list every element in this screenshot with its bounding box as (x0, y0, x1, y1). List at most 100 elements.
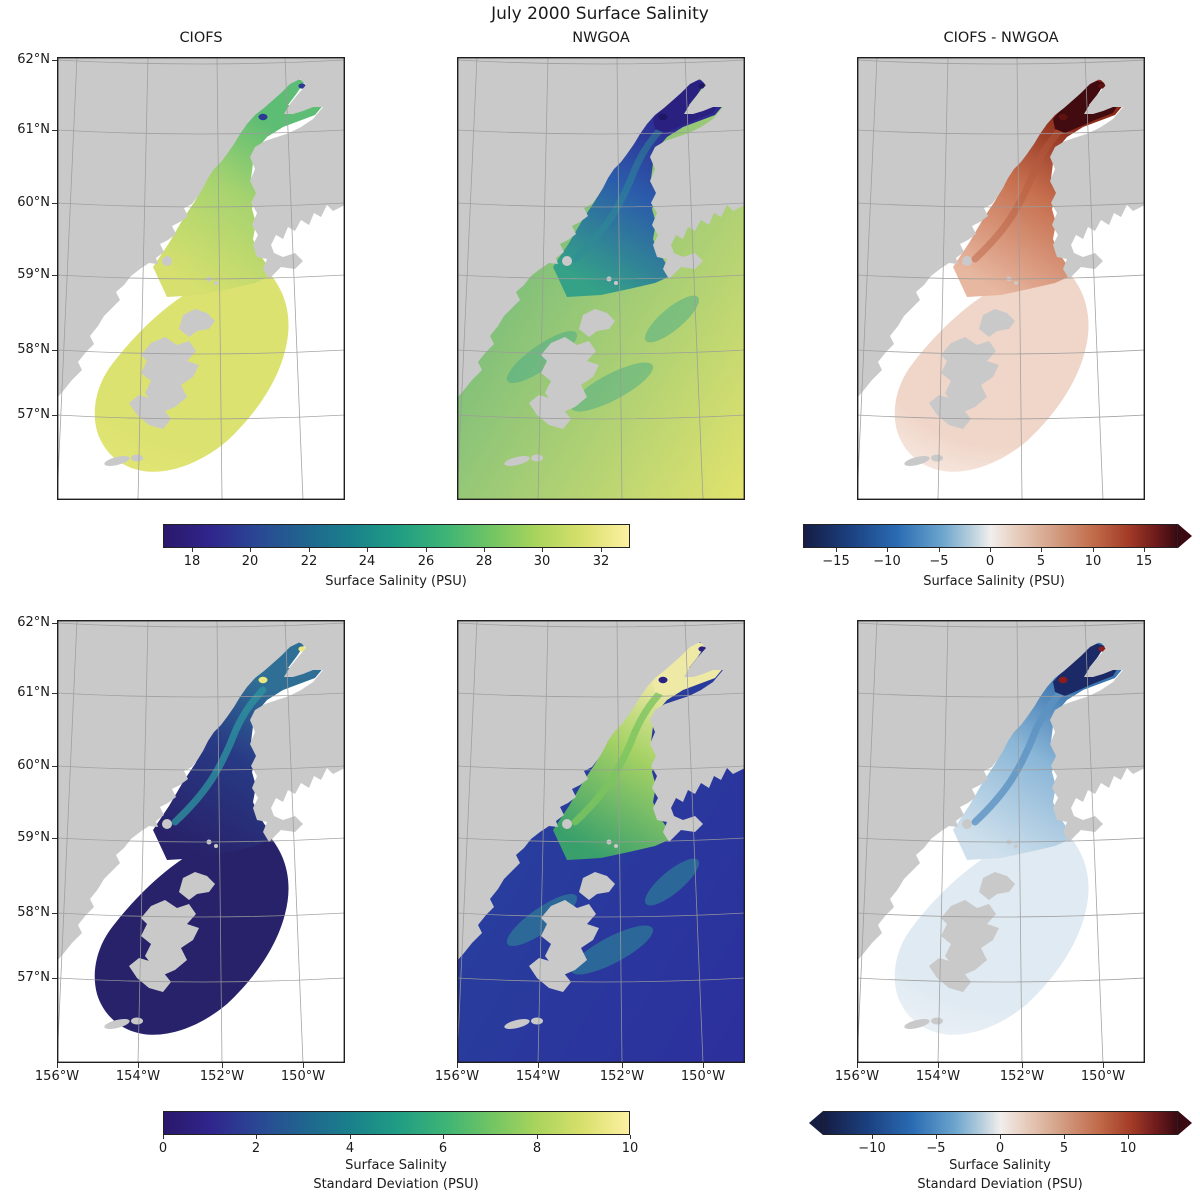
lat-tick-label: 60°N (17, 195, 50, 210)
cb-tick (443, 1135, 444, 1139)
lat-tick (52, 838, 57, 839)
cb-tick-label: 10 (1084, 554, 1102, 569)
lon-tick-label: 150°W (1080, 1069, 1126, 1084)
cb-tick (1041, 548, 1042, 552)
cb-tick-label: −10 (858, 1141, 886, 1156)
lat-tick-label: 61°N (17, 122, 50, 137)
cb-tick-label: 28 (475, 554, 493, 569)
cb-tick-label: 0 (158, 1141, 168, 1156)
lon-tick (538, 1063, 539, 1068)
cb-tick-label: 4 (345, 1141, 355, 1156)
channel-streak (971, 123, 1067, 263)
channel-streak (171, 686, 267, 826)
panel-border (857, 620, 1145, 1063)
lat-tick-label: 58°N (17, 342, 50, 357)
cb-tick-label: 6 (438, 1141, 448, 1156)
lon-tick (57, 1063, 58, 1068)
lon-tick-label: 152°W (199, 1069, 245, 1084)
lon-tick (703, 1063, 704, 1068)
cb-tick-label: −5 (926, 1141, 946, 1156)
cb-tick (484, 548, 485, 552)
cb-axis-label-line1: Surface Salinity (949, 1158, 1051, 1173)
arm-tip-spot (1058, 113, 1068, 121)
arm-tip-spot (1098, 646, 1106, 652)
cb-tick (163, 1135, 164, 1139)
panel-title-diff: CIOFS - NWGOA (943, 30, 1059, 46)
lat-tick-label: 62°N (17, 615, 50, 630)
cb-tick-label: −10 (873, 554, 901, 569)
land-mainland (857, 57, 1145, 398)
cb-tick-label: 32 (592, 554, 610, 569)
islands (904, 256, 1018, 466)
land-mainland (857, 620, 1145, 961)
lon-tick (938, 1063, 939, 1068)
cb-tick (601, 548, 602, 552)
cb-tick-label: 20 (241, 554, 259, 569)
lat-tick (52, 275, 57, 276)
panel-title-nwgoa: NWGOA (572, 30, 630, 46)
map-ciofs-std (57, 620, 345, 1063)
lat-tick (52, 130, 57, 131)
cb-tick (630, 1135, 631, 1139)
upper-inlet-patch (1053, 79, 1119, 133)
lat-tick (52, 60, 57, 61)
graticule (857, 57, 1145, 500)
panel-border (457, 620, 745, 1063)
lat-tick (52, 693, 57, 694)
arm-tip-spot (698, 83, 706, 89)
map-nwgoa-std (457, 620, 745, 1063)
colorbar-salinity (163, 524, 630, 548)
cb-tick-label: 5 (1036, 554, 1046, 569)
cb-tick (990, 548, 991, 552)
lon-tick (1103, 1063, 1104, 1068)
cb-axis-label: Surface Salinity (PSU) (325, 574, 467, 589)
cb-tick-label: 15 (1135, 554, 1153, 569)
graticule (457, 620, 745, 1063)
cb-tick (537, 1135, 538, 1139)
land-mainland (457, 620, 745, 961)
cb-tick-label: −5 (929, 554, 949, 569)
cb-tick (367, 548, 368, 552)
islands (904, 819, 1018, 1029)
cb-tick (426, 548, 427, 552)
cb-tick (836, 548, 837, 552)
lon-tick-label: 154°W (115, 1069, 161, 1084)
cb-tick-label: 10 (621, 1141, 639, 1156)
cb-tick (872, 1135, 873, 1139)
lat-tick (52, 766, 57, 767)
lat-tick (52, 978, 57, 979)
cb-tick-label: 0 (995, 1141, 1005, 1156)
graticule (857, 620, 1145, 1063)
lon-tick-label: 156°W (434, 1069, 480, 1084)
inlet-channel-field (953, 77, 1125, 297)
lon-tick-label: 154°W (515, 1069, 561, 1084)
cb-tick-label: −15 (822, 554, 850, 569)
cb-extend-arrow (1178, 1111, 1192, 1135)
lat-tick-label: 60°N (17, 758, 50, 773)
map-ciofs-salinity (57, 57, 345, 500)
lat-tick (52, 350, 57, 351)
cb-tick-label: 22 (300, 554, 318, 569)
arm-tip-spot (698, 646, 706, 652)
cb-tick-label: 26 (417, 554, 435, 569)
colorbar-std (163, 1111, 630, 1135)
land-mainland (57, 57, 345, 398)
cb-tick-label: 5 (1059, 1141, 1069, 1156)
land-mainland (57, 620, 345, 961)
cb-tick-label: 18 (183, 554, 201, 569)
arm-tip-spot (658, 676, 668, 684)
lon-tick (1022, 1063, 1023, 1068)
colorbar-salinity-diff (803, 524, 1178, 548)
channel-streak (971, 686, 1067, 826)
cb-tick-label: 30 (533, 554, 551, 569)
upper-inlet-patch (653, 642, 719, 696)
lat-tick-label: 59°N (17, 267, 50, 282)
arm-tip-spot (258, 676, 268, 684)
lon-tick-label: 156°W (834, 1069, 880, 1084)
map-nwgoa-salinity (457, 57, 745, 500)
lon-tick (222, 1063, 223, 1068)
arm-tip-spot (258, 113, 268, 121)
cb-tick (192, 548, 193, 552)
cb-tick (1093, 548, 1094, 552)
